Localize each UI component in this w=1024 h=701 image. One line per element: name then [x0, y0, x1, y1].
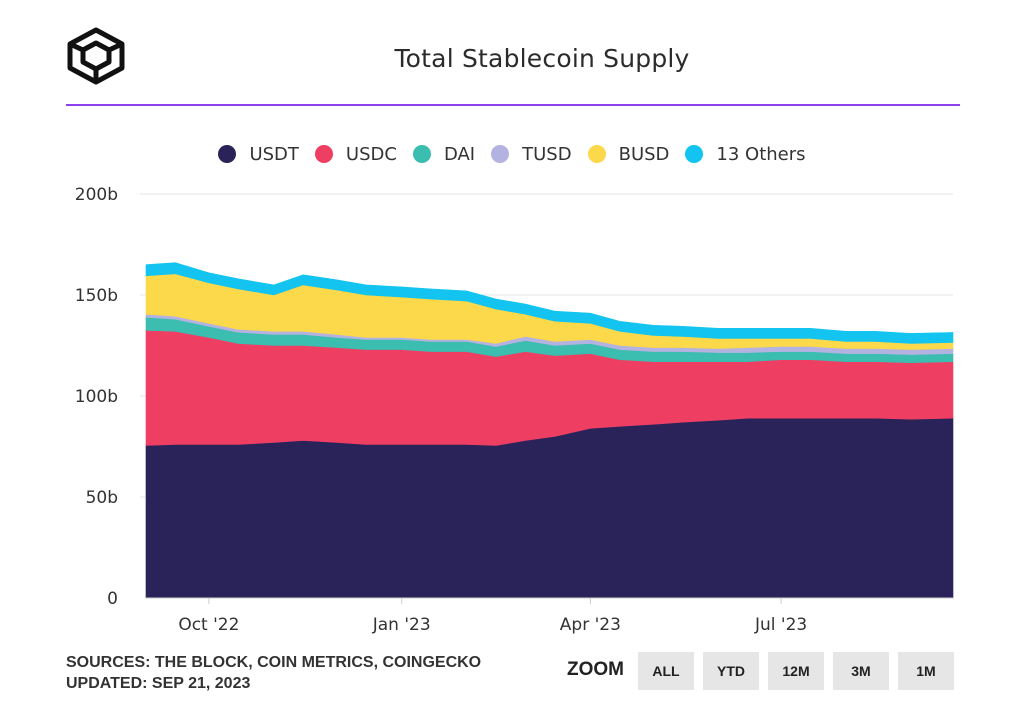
- zoom-button-group: ALL YTD 12M 3M 1M: [638, 652, 954, 690]
- legend-label: 13 Others: [716, 143, 806, 165]
- zoom-button-ytd[interactable]: YTD: [703, 652, 759, 690]
- area-series-13-others: [145, 262, 954, 344]
- sources-text: SOURCES: THE BLOCK, COIN METRICS, COINGE…: [66, 654, 482, 671]
- x-tick-label: Oct '22: [178, 615, 239, 635]
- area-series-usdt: [145, 417, 954, 599]
- legend-label: DAI: [443, 143, 476, 165]
- legend-label: USDT: [249, 143, 299, 165]
- zoom-label: ZOOM: [567, 659, 624, 680]
- title-divider: [66, 104, 960, 106]
- logo-icon: [67, 27, 125, 85]
- x-tick-label: Jan '23: [372, 615, 431, 635]
- legend-item-13-others[interactable]: 13 Others: [685, 143, 806, 165]
- chart-legend: USDT USDC DAI TUSD BUSD 13 Others: [0, 141, 1024, 167]
- legend-item-usdc[interactable]: USDC: [314, 143, 397, 165]
- legend-item-busd[interactable]: BUSD: [587, 143, 670, 165]
- legend-item-dai[interactable]: DAI: [412, 143, 476, 165]
- x-tick-label: Jul '23: [754, 615, 807, 635]
- stacked-area-chart: 0 50b 100b 150b 200b Oct '22 Jan '23 Apr '23 Jul…: [75, 185, 954, 635]
- zoom-button-all[interactable]: ALL: [638, 652, 694, 690]
- y-tick-label: 0: [107, 589, 118, 609]
- legend-label: USDC: [345, 143, 397, 165]
- legend-swatch: [685, 145, 704, 163]
- legend-swatch: [491, 145, 510, 163]
- legend-swatch: [218, 145, 237, 163]
- y-tick-label: 200b: [75, 185, 118, 205]
- legend-label: BUSD: [618, 143, 670, 165]
- legend-label: TUSD: [522, 143, 572, 165]
- legend-item-tusd[interactable]: TUSD: [491, 143, 572, 165]
- y-tick-label: 50b: [86, 488, 118, 508]
- y-tick-label: 100b: [75, 387, 118, 407]
- legend-swatch: [587, 145, 606, 163]
- zoom-button-12m[interactable]: 12M: [768, 652, 824, 690]
- legend-swatch: [412, 145, 431, 163]
- zoom-button-1m[interactable]: 1M: [898, 652, 954, 690]
- legend-item-usdt[interactable]: USDT: [218, 143, 299, 165]
- x-tick-label: Apr '23: [560, 615, 621, 635]
- legend-swatch: [314, 145, 333, 163]
- footer-sources: SOURCES: THE BLOCK, COIN METRICS, COINGE…: [66, 652, 481, 694]
- updated-text: UPDATED: SEP 21, 2023: [66, 675, 251, 692]
- chart-title: Total Stablecoin Supply: [394, 44, 690, 73]
- zoom-button-3m[interactable]: 3M: [833, 652, 889, 690]
- y-tick-label: 150b: [75, 286, 118, 306]
